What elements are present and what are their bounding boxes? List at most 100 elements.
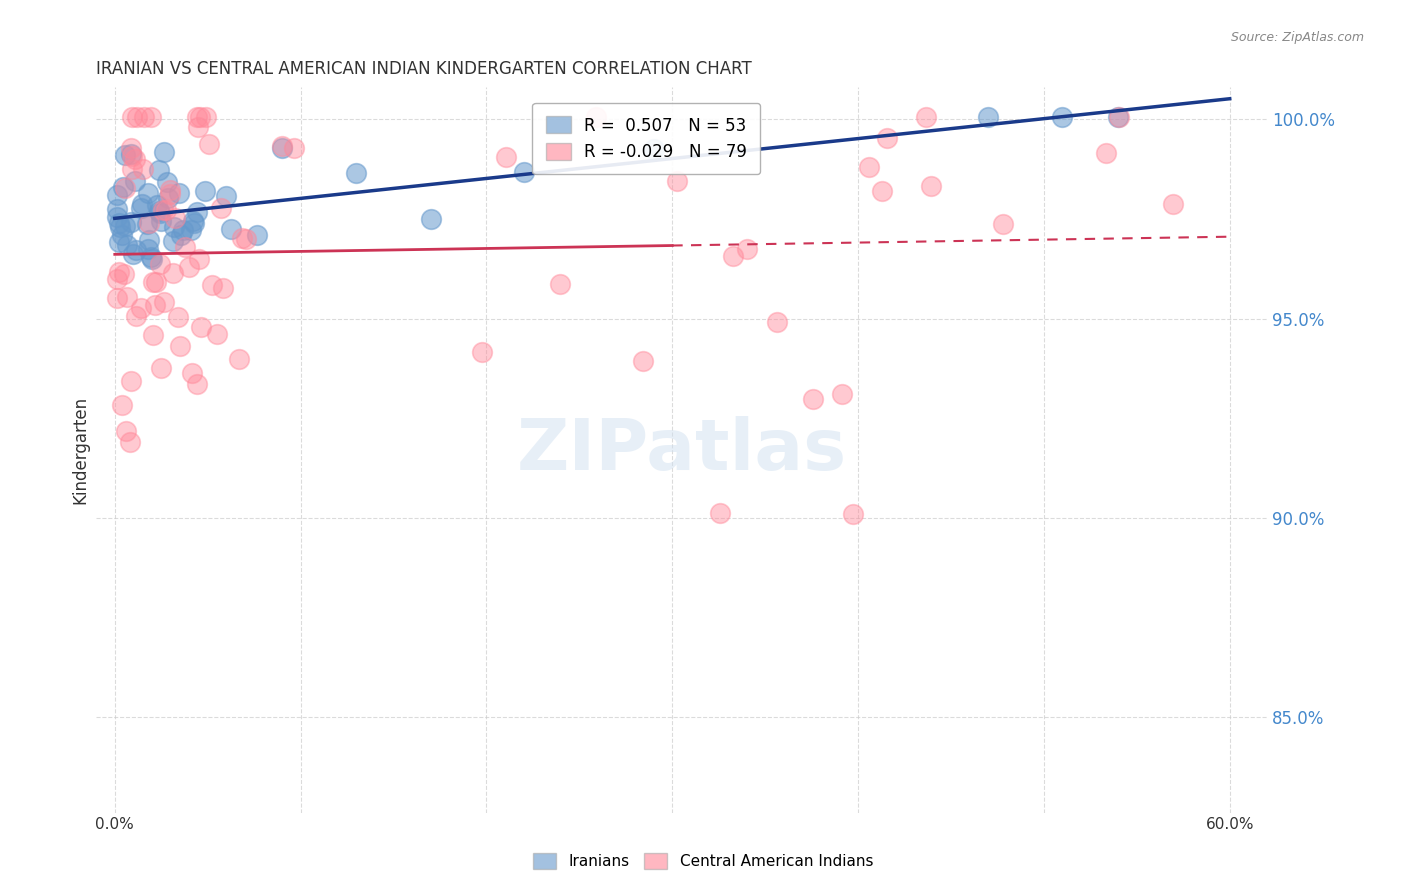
- Central American Indians: [174, 240, 197, 254]
- Iranians: [246, 228, 269, 243]
- Central American Indians: [142, 275, 165, 289]
- Iranians: [148, 163, 170, 178]
- Iranians: [136, 242, 159, 256]
- Iranians: [108, 235, 131, 250]
- Central American Indians: [735, 242, 758, 256]
- Central American Indians: [120, 141, 142, 155]
- Central American Indians: [159, 182, 181, 196]
- Iranians: [146, 198, 169, 212]
- Central American Indians: [162, 266, 184, 280]
- Iranians: [150, 214, 173, 228]
- Iranians: [271, 141, 294, 155]
- Central American Indians: [112, 267, 135, 281]
- Central American Indians: [548, 277, 571, 292]
- Iranians: [131, 197, 153, 211]
- Iranians: [141, 252, 163, 266]
- Central American Indians: [114, 424, 136, 438]
- Central American Indians: [471, 345, 494, 359]
- Iranians: [215, 189, 238, 203]
- Central American Indians: [205, 327, 228, 342]
- Iranians: [135, 217, 157, 231]
- Iranians: [157, 191, 180, 205]
- Central American Indians: [105, 291, 128, 305]
- Central American Indians: [1161, 196, 1184, 211]
- Central American Indians: [858, 161, 880, 175]
- Central American Indians: [801, 392, 824, 406]
- Central American Indians: [283, 141, 305, 155]
- Iranians: [120, 147, 142, 161]
- Central American Indians: [209, 201, 232, 215]
- Iranians: [110, 219, 132, 234]
- Central American Indians: [177, 260, 200, 274]
- Iranians: [186, 205, 208, 219]
- Central American Indians: [143, 298, 166, 312]
- Central American Indians: [132, 111, 155, 125]
- Central American Indians: [155, 202, 177, 217]
- Iranians: [194, 184, 217, 198]
- Central American Indians: [231, 230, 253, 244]
- Iranians: [124, 174, 146, 188]
- Central American Indians: [121, 162, 143, 177]
- Iranians: [181, 213, 204, 227]
- Central American Indians: [991, 217, 1014, 231]
- Central American Indians: [666, 174, 689, 188]
- Iranians: [114, 219, 136, 234]
- Central American Indians: [495, 150, 517, 164]
- Central American Indians: [270, 139, 292, 153]
- Iranians: [111, 227, 134, 242]
- Central American Indians: [153, 295, 176, 310]
- Central American Indians: [212, 281, 235, 295]
- Iranians: [115, 237, 138, 252]
- Central American Indians: [145, 275, 167, 289]
- Central American Indians: [187, 252, 209, 266]
- Iranians: [162, 234, 184, 248]
- Iranians: [125, 243, 148, 257]
- Central American Indians: [124, 153, 146, 167]
- Legend: Iranians, Central American Indians: Iranians, Central American Indians: [527, 847, 879, 875]
- Iranians: [643, 142, 665, 156]
- Central American Indians: [118, 434, 141, 449]
- Iranians: [148, 204, 170, 219]
- Central American Indians: [141, 111, 163, 125]
- Central American Indians: [709, 506, 731, 520]
- Central American Indians: [167, 310, 190, 325]
- Text: ZIPatlas: ZIPatlas: [516, 416, 846, 484]
- Central American Indians: [870, 184, 893, 198]
- Iranians: [152, 145, 174, 160]
- Iranians: [183, 216, 205, 230]
- Iranians: [180, 223, 202, 237]
- Central American Indians: [121, 111, 143, 125]
- Iranians: [419, 212, 441, 227]
- Central American Indians: [842, 508, 865, 522]
- Iranians: [163, 219, 186, 234]
- Iranians: [977, 111, 1000, 125]
- Central American Indians: [228, 351, 250, 366]
- Iranians: [129, 201, 152, 215]
- Central American Indians: [120, 375, 142, 389]
- Central American Indians: [125, 111, 148, 125]
- Central American Indians: [115, 290, 138, 304]
- Central American Indians: [107, 265, 129, 279]
- Central American Indians: [163, 211, 186, 225]
- Central American Indians: [129, 301, 152, 315]
- Iranians: [170, 228, 193, 243]
- Central American Indians: [159, 187, 181, 202]
- Iranians: [138, 233, 160, 247]
- Central American Indians: [198, 137, 221, 152]
- Central American Indians: [920, 179, 942, 194]
- Iranians: [136, 186, 159, 200]
- Central American Indians: [831, 386, 853, 401]
- Central American Indians: [142, 327, 165, 342]
- Iranians: [219, 222, 242, 236]
- Iranians: [156, 175, 179, 189]
- Iranians: [105, 210, 128, 224]
- Central American Indians: [194, 111, 217, 125]
- Legend: R =  0.507   N = 53, R = -0.029   N = 79: R = 0.507 N = 53, R = -0.029 N = 79: [533, 103, 761, 175]
- Iranians: [344, 166, 367, 180]
- Central American Indians: [149, 361, 172, 376]
- Central American Indians: [152, 202, 174, 217]
- Central American Indians: [138, 216, 160, 230]
- Iranians: [149, 206, 172, 220]
- Iranians: [139, 251, 162, 265]
- Central American Indians: [585, 111, 607, 125]
